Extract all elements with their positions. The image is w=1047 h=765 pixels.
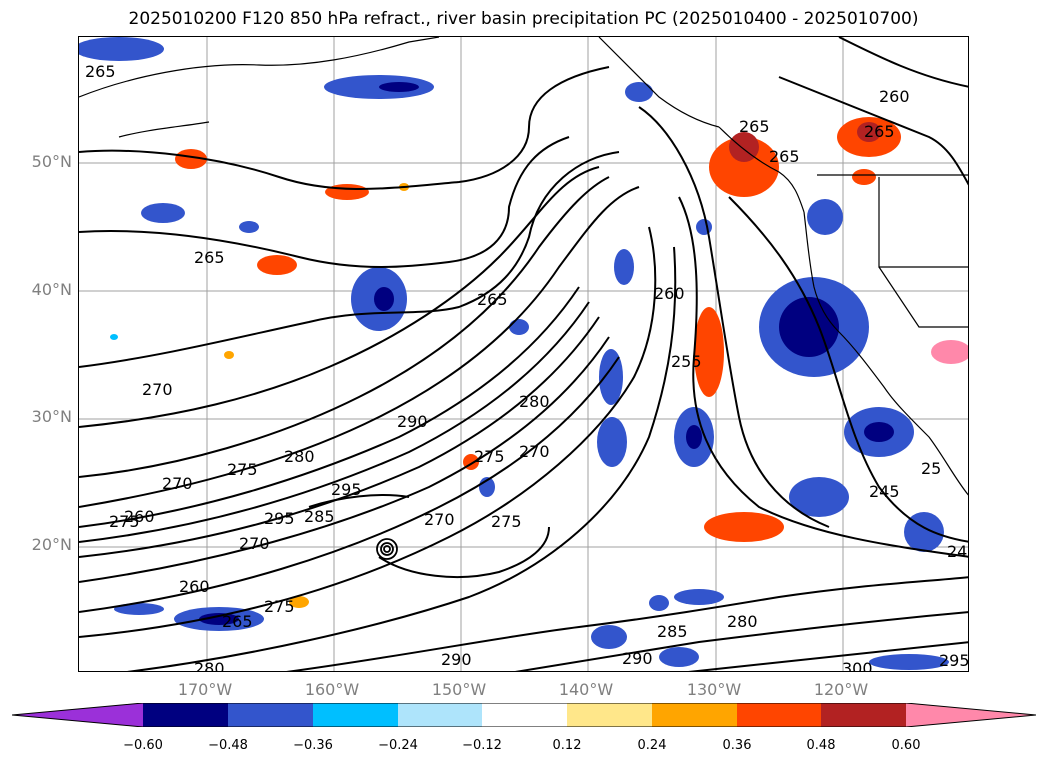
map-title: 2025010200 F120 850 hPa refract., river … — [128, 9, 919, 29]
contour-label: 290 — [441, 650, 472, 669]
colorbar-tick: 0.12 — [552, 738, 582, 753]
lat-label-30n: 30°N — [31, 407, 72, 426]
contour-label: 265 — [85, 62, 116, 81]
lat-label-20n: 20°N — [31, 535, 72, 554]
colorbar-segment — [567, 703, 652, 727]
lat-label-40n: 40°N — [31, 280, 72, 299]
contour-label: 260 — [179, 577, 210, 596]
map-plot-area: 265 260 265 265 265 265 260 265 255 270 … — [78, 36, 969, 672]
contour-label: 275 — [491, 512, 522, 531]
colorbar — [12, 703, 1036, 727]
coastlines — [79, 37, 968, 496]
contour-label: 270 — [519, 442, 550, 461]
contour-label: 275 — [109, 512, 140, 531]
colorbar-segment — [143, 703, 228, 727]
colorbar-segment — [482, 703, 567, 727]
contour-label: 285 — [304, 507, 335, 526]
lat-label-50n: 50°N — [31, 152, 72, 171]
contour-label: 245 — [869, 482, 900, 501]
lon-label-140w: 140°W — [558, 680, 614, 699]
contour-label: 295 — [939, 651, 969, 670]
refractivity-contours — [79, 37, 968, 671]
contour-label: 265 — [222, 612, 253, 631]
contour-label: 260 — [879, 87, 910, 106]
colorbar-tick: −0.36 — [293, 738, 333, 753]
colorbar-segment — [228, 703, 313, 727]
colorbar-segment — [313, 703, 398, 727]
colorbar-tick: −0.12 — [462, 738, 502, 753]
colorbar-tick: −0.48 — [208, 738, 248, 753]
colorbar-tick: 0.60 — [891, 738, 921, 753]
colorbar-tick: −0.24 — [378, 738, 418, 753]
contour-label: 255 — [671, 352, 702, 371]
contour-label: 285 — [657, 622, 688, 641]
lon-label-160w: 160°W — [304, 680, 360, 699]
contour-label: 260 — [654, 284, 685, 303]
contour-label: 245 — [947, 542, 969, 561]
contour-label: 275 — [227, 460, 258, 479]
colorbar-tick: 0.48 — [806, 738, 836, 753]
colorbar-extend-high — [906, 703, 1036, 727]
contour-label: 270 — [142, 380, 173, 399]
contour-label: 275 — [264, 597, 295, 616]
lon-label-130w: 130°W — [686, 680, 742, 699]
lon-label-170w: 170°W — [177, 680, 233, 699]
contour-label: 280 — [519, 392, 550, 411]
contour-label: 265 — [864, 122, 895, 141]
contour-label: 275 — [474, 447, 505, 466]
contour-label: 280 — [727, 612, 758, 631]
colorbar-segment — [821, 703, 906, 727]
contour-label: 280 — [194, 659, 225, 672]
colorbar-tick: 0.24 — [637, 738, 667, 753]
map-canvas: 265 260 265 265 265 265 260 265 255 270 … — [79, 37, 969, 672]
lon-label-150w: 150°W — [431, 680, 487, 699]
contour-label: 270 — [424, 510, 455, 529]
contour-label: 265 — [194, 248, 225, 267]
contour-label: 280 — [284, 447, 315, 466]
contour-label: 270 — [239, 534, 270, 553]
contour-label: 290 — [397, 412, 428, 431]
precip-shading — [79, 37, 968, 670]
contour-label: 265 — [739, 117, 770, 136]
contour-label: 300 — [842, 659, 873, 672]
contour-label: 290 — [622, 649, 653, 668]
contour-label: 25 — [921, 459, 941, 478]
colorbar-segment — [737, 703, 821, 727]
lon-label-120w: 120°W — [813, 680, 869, 699]
contour-label: 270 — [162, 474, 193, 493]
contour-label: 265 — [477, 290, 508, 309]
contour-label: 265 — [769, 147, 800, 166]
contour-cluster — [376, 538, 398, 560]
contour-labels: 265 260 265 265 265 265 260 265 255 270 … — [85, 62, 969, 672]
colorbar-tick: −0.60 — [123, 738, 163, 753]
colorbar-segment — [398, 703, 482, 727]
colorbar-tick: 0.36 — [722, 738, 752, 753]
contour-label: 295 — [331, 480, 362, 499]
contour-label: 260 — [124, 507, 155, 526]
contour-label: 295 — [264, 509, 295, 528]
colorbar-extend-low — [12, 703, 143, 727]
colorbar-segment — [652, 703, 737, 727]
